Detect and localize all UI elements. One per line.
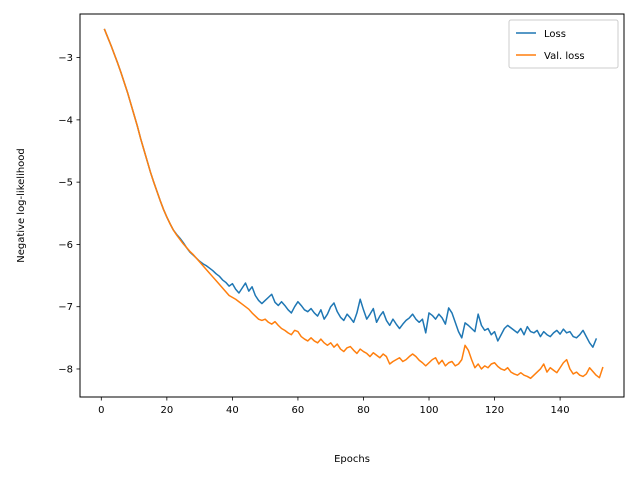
y-tick-label: −6 xyxy=(58,240,73,251)
series-line-val-loss xyxy=(103,28,604,380)
x-tick-label: 140 xyxy=(551,405,570,416)
x-axis-label: Epochs xyxy=(334,454,370,465)
x-axis-ticks: 0 20 40 60 80 100 120 140 xyxy=(98,397,570,416)
x-tick-label: 100 xyxy=(419,405,438,416)
x-tick-label: 80 xyxy=(357,405,370,416)
y-tick-label: −3 xyxy=(58,53,73,64)
y-axis-ticks: −3 −4 −5 −6 −7 −8 xyxy=(58,53,80,375)
x-tick-label: 40 xyxy=(226,405,239,416)
x-tick-label: 60 xyxy=(292,405,305,416)
y-axis-label: Negative log-likelihood xyxy=(16,148,27,263)
series-layer xyxy=(103,28,604,380)
axes-frame xyxy=(79,13,625,398)
x-tick-label: 20 xyxy=(160,405,173,416)
legend-box xyxy=(508,19,619,69)
x-tick-label: 0 xyxy=(98,405,104,416)
legend-label-loss: Loss xyxy=(544,29,566,40)
y-tick-label: −7 xyxy=(58,302,73,313)
y-tick-label: −5 xyxy=(58,178,73,189)
y-tick-label: −8 xyxy=(58,364,73,375)
y-tick-label: −4 xyxy=(58,115,73,126)
legend: Loss Val. loss xyxy=(508,19,619,69)
legend-label-val-loss: Val. loss xyxy=(544,51,585,62)
x-tick-label: 120 xyxy=(485,405,504,416)
